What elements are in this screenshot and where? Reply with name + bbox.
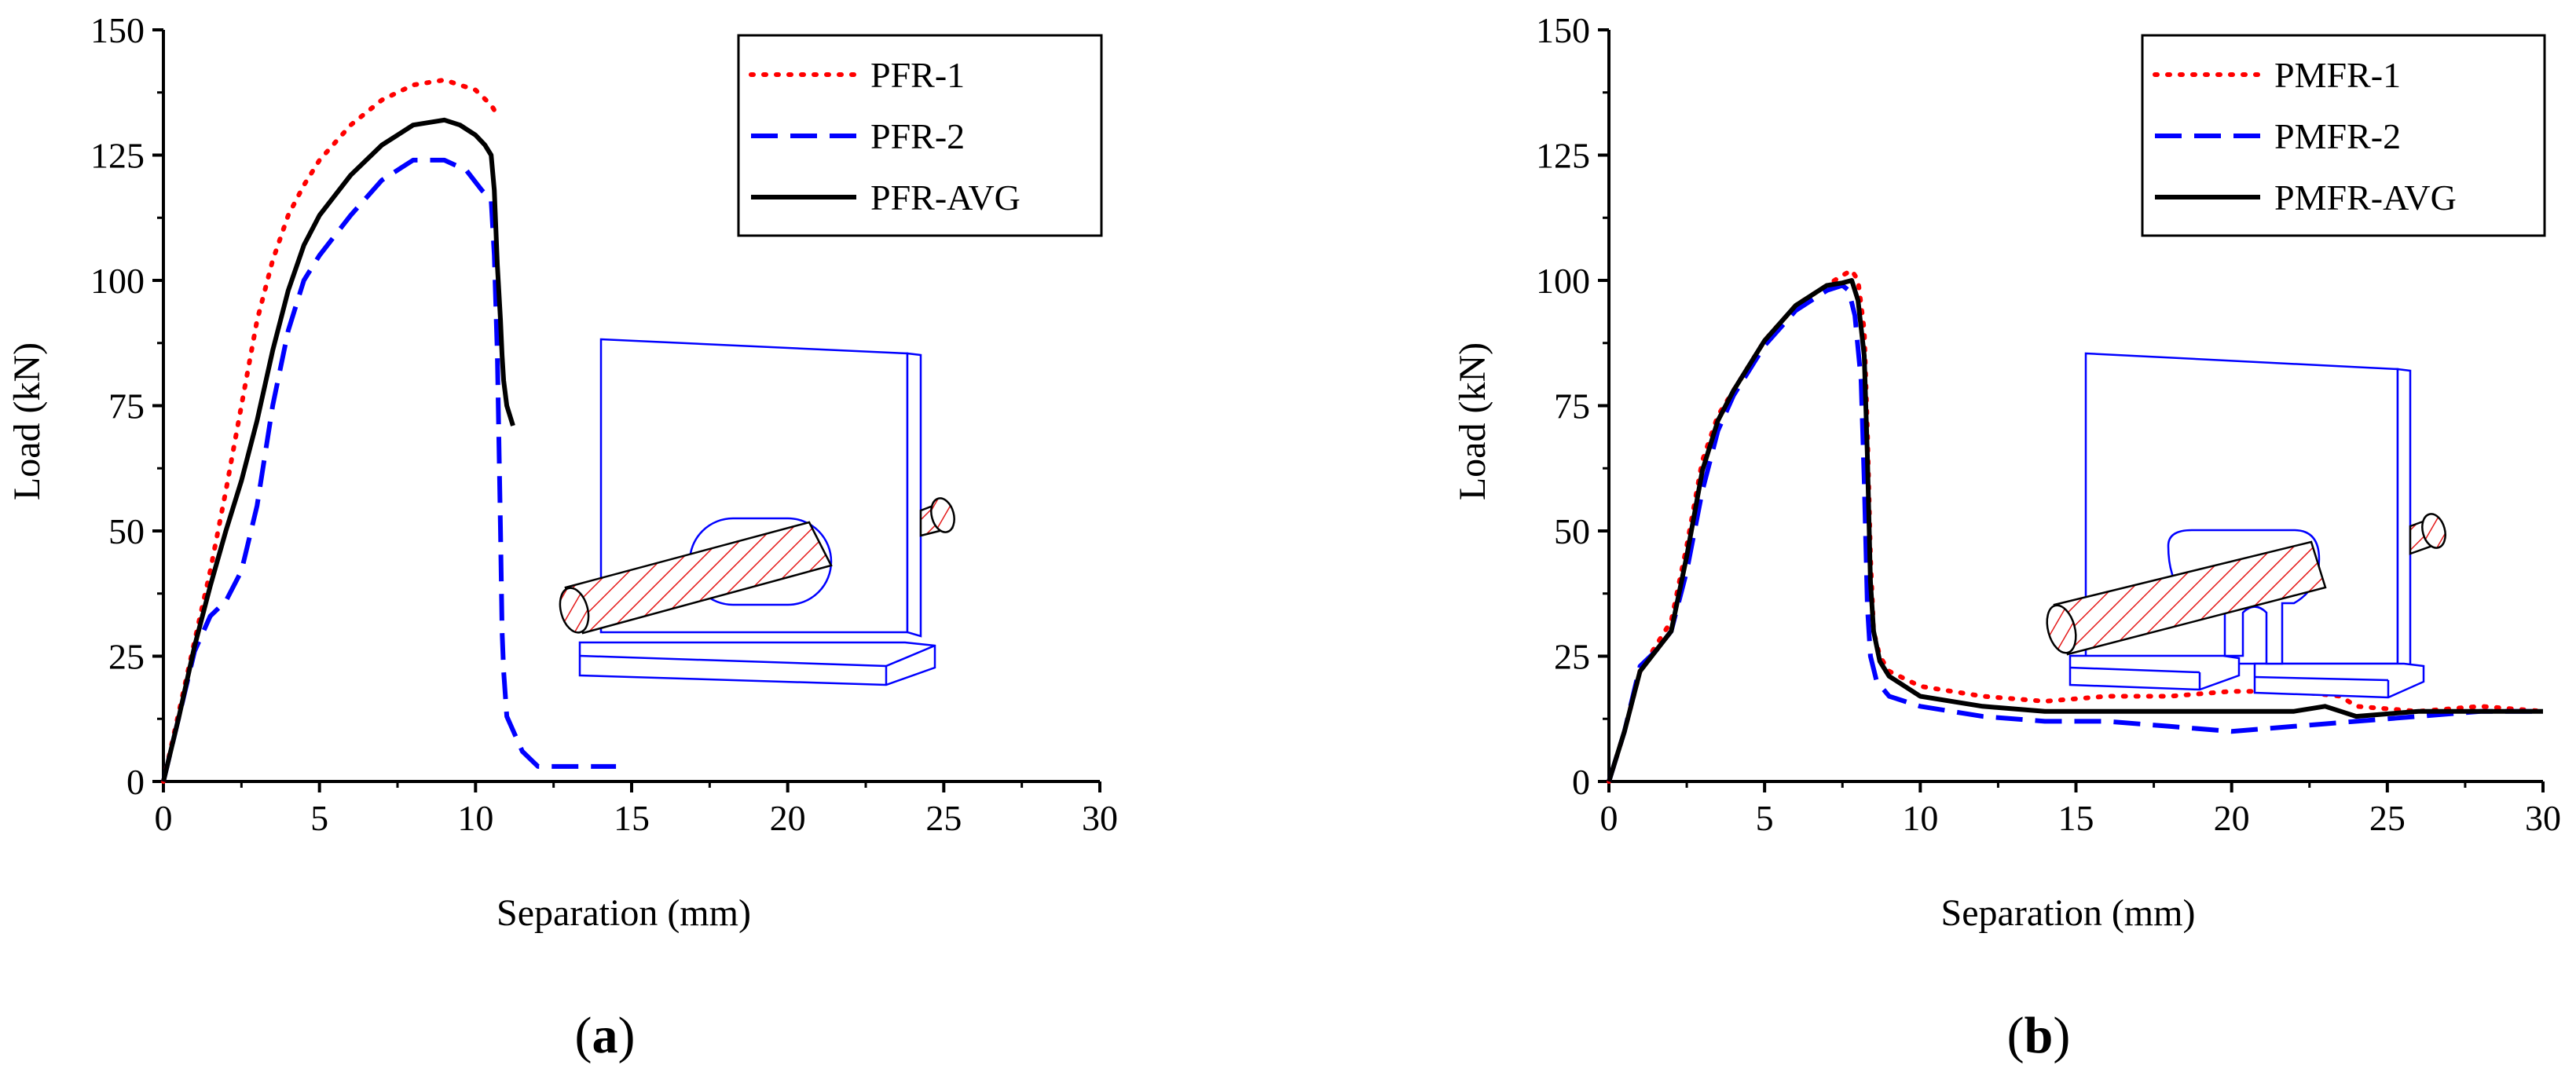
y-tick-label: 75 [108,386,145,426]
series-line-pmfr-avg [1607,278,2543,782]
legend-label-pfr-1: PFR-1 [870,55,965,95]
x-tick-label: 0 [1600,798,1618,838]
x-tick-label: 10 [457,798,493,838]
legend-label-pmfr-1: PMFR-1 [2274,55,2401,95]
x-tick-label: 30 [2525,798,2561,838]
x-tick-label: 20 [770,798,806,838]
series-line-pfr-2 [161,157,617,782]
series-line-pfr-1 [161,77,500,784]
x-tick-label: 25 [2369,798,2406,838]
x-tick-label: 20 [2214,798,2250,838]
y-tick-label: 0 [1572,762,1590,802]
y-tick-label: 50 [1554,511,1590,551]
series-line-pmfr-2 [1607,283,2543,782]
y-tick-label: 100 [90,261,145,301]
panel-b-chart: 0 5 10 15 20 25 30 0 25 50 75 100 125 150 Separation (… [1452,10,2561,1064]
y-tick-label: 100 [1536,261,1590,301]
specimen-illustration-b [2046,352,2446,699]
panel-a-chart: 0 5 10 15 20 25 30 0 25 50 75 100 125 150 Separation (… [6,10,1118,1064]
legend-label-pmfr-avg: PMFR-AVG [2274,178,2457,218]
x-tick-label: 30 [1082,798,1118,838]
panel-label: (a) [575,1007,636,1064]
legend-label-pfr-avg: PFR-AVG [870,178,1021,218]
y-tick-label: 25 [1554,637,1590,677]
x-tick-label: 5 [1756,798,1774,838]
specimen-illustration-a [559,338,955,686]
y-tick-label: 125 [90,136,145,176]
y-tick-label: 50 [108,511,145,551]
y-tick-label: 150 [1536,10,1590,50]
y-tick-label: 150 [90,10,145,50]
x-axis-label: Separation (mm) [497,892,751,934]
x-tick-label: 15 [2058,798,2094,838]
panel-label: (b) [2007,1007,2071,1064]
x-tick-label: 5 [310,798,328,838]
series-line-pfr-avg [161,117,515,782]
x-tick-label: 0 [155,798,173,838]
legend-label-pmfr-2: PMFR-2 [2274,116,2401,156]
x-tick-label: 15 [614,798,650,838]
x-axis-label: Separation (mm) [1941,892,2196,934]
y-tick-label: 75 [1554,386,1590,426]
legend-label-pfr-2: PFR-2 [870,116,965,156]
y-tick-label: 125 [1536,136,1590,176]
y-axis-label: Load (kN) [1452,342,1493,500]
y-tick-label: 0 [126,762,145,802]
y-tick-label: 25 [108,637,145,677]
x-tick-label: 10 [1902,798,1938,838]
y-axis-label: Load (kN) [6,342,48,500]
x-tick-label: 25 [925,798,962,838]
